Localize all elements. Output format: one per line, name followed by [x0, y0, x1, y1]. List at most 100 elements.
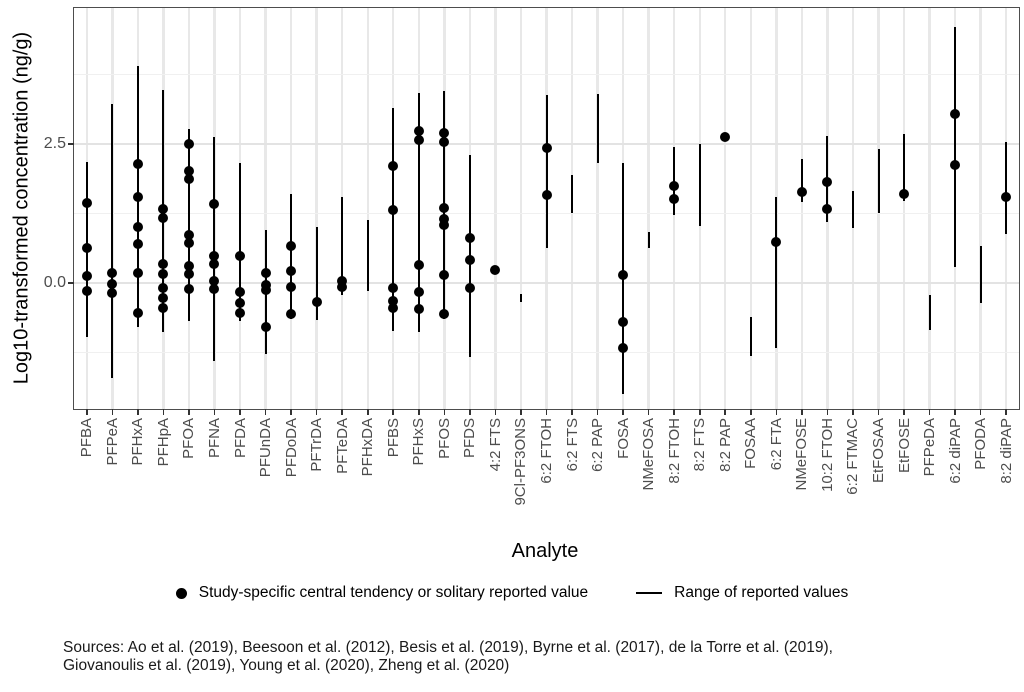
data-point — [439, 202, 450, 213]
x-tick-label: PFHxS — [410, 418, 428, 466]
data-point — [950, 109, 961, 120]
data-point — [158, 293, 169, 304]
x-tick-label: PFHxA — [129, 418, 147, 466]
x-tick-label: 6:2 PAP — [589, 418, 607, 472]
data-point — [439, 269, 450, 280]
data-point — [158, 269, 169, 280]
x-tick-mark — [137, 409, 139, 415]
data-point — [413, 126, 424, 137]
x-tick-mark — [494, 409, 497, 415]
x-tick-label: PFBS — [384, 418, 402, 458]
x-tick-label: PFODA — [972, 418, 990, 470]
x-tick-label: FOSAA — [742, 418, 760, 469]
data-point — [209, 251, 220, 262]
gridline-x — [366, 8, 369, 409]
data-point — [311, 296, 322, 307]
range-line — [392, 107, 395, 331]
data-point — [439, 127, 450, 138]
x-tick-label: 9Cl-PF3ONS — [512, 418, 530, 506]
data-point — [107, 279, 118, 290]
data-point — [260, 321, 271, 332]
data-point — [413, 135, 424, 146]
data-point — [490, 265, 501, 276]
x-tick-label: PFDA — [231, 418, 249, 459]
data-point — [541, 142, 552, 153]
data-point — [541, 190, 552, 201]
data-point — [439, 220, 450, 231]
data-point — [260, 279, 271, 290]
x-tick-mark — [775, 409, 778, 415]
x-tick-label: 8:2 FTOH — [665, 418, 683, 484]
range-line — [749, 317, 752, 357]
x-tick-label: 6:2 FTA — [767, 418, 785, 471]
x-tick-mark — [366, 409, 369, 415]
x-tick-mark — [622, 409, 624, 415]
range-line — [851, 190, 854, 229]
data-point — [81, 243, 92, 254]
gridline-minor-y — [74, 351, 1019, 354]
gridline-x — [979, 8, 982, 409]
data-point — [388, 303, 399, 314]
x-tick-label: PFPeA — [103, 418, 121, 466]
range-line — [315, 226, 318, 321]
range-line — [187, 128, 190, 321]
gridline-x — [596, 8, 599, 409]
data-point — [183, 261, 194, 272]
y-tick-mark — [68, 282, 74, 284]
data-point — [1001, 192, 1012, 203]
data-point — [209, 259, 220, 270]
gridline-x — [800, 8, 804, 409]
gridline-x — [928, 8, 931, 409]
x-tick-label: PFBA — [78, 418, 96, 458]
x-tick-mark — [264, 409, 267, 415]
x-tick-mark — [673, 409, 675, 415]
legend-item-central-tendency: Study-specific central tendency or solit… — [175, 584, 588, 602]
data-point — [720, 132, 731, 143]
data-point — [388, 283, 399, 294]
gridline-major-y — [74, 282, 1019, 284]
data-point — [235, 298, 245, 309]
data-point — [132, 308, 143, 319]
data-point — [132, 191, 143, 202]
x-tick-mark — [826, 409, 829, 415]
data-point — [81, 270, 92, 281]
y-tick-label: 2.5 — [43, 135, 66, 153]
range-line — [647, 231, 650, 249]
plot-panel: 0.0 2.5 PFBA PFPeA PFHxA PFHpA PFOA PFNA PFDA PFU… — [44, 7, 1020, 506]
sources-line-2: Giovanoulis et al. (2019), Young et al. … — [63, 657, 510, 674]
data-point — [158, 203, 169, 214]
data-point — [771, 237, 782, 248]
data-point — [209, 284, 220, 295]
x-tick-label: 6:2 FTOH — [538, 418, 555, 484]
data-point — [183, 138, 194, 149]
data-point — [464, 283, 475, 294]
sources-text: Sources: Ao et al. (2019), Beesoon et al… — [63, 639, 833, 675]
data-point — [899, 189, 910, 200]
range-line — [800, 158, 803, 202]
data-point — [286, 240, 297, 251]
data-point — [158, 303, 169, 314]
x-tick-mark — [596, 409, 599, 415]
data-point — [158, 283, 169, 294]
data-point — [209, 275, 220, 286]
x-tick-label: FOSA — [614, 418, 632, 459]
range-line — [111, 104, 114, 378]
data-point — [235, 251, 245, 262]
gridline-x — [724, 8, 727, 409]
x-tick-label: PFHpA — [154, 418, 172, 467]
range-symbol-icon — [636, 591, 663, 595]
x-tick-label: 6:2 diPAP — [946, 418, 964, 484]
x-tick-mark — [698, 409, 701, 415]
data-point — [260, 285, 271, 296]
data-point — [158, 259, 169, 270]
data-point — [822, 176, 833, 187]
sources-line-1: Sources: Ao et al. (2019), Beesoon et al… — [63, 639, 833, 656]
data-point — [618, 270, 629, 281]
data-point — [796, 186, 807, 197]
data-point — [183, 284, 194, 295]
range-line — [213, 136, 216, 361]
range-line — [979, 246, 982, 303]
range-line — [341, 196, 344, 296]
x-tick-mark — [801, 409, 803, 415]
